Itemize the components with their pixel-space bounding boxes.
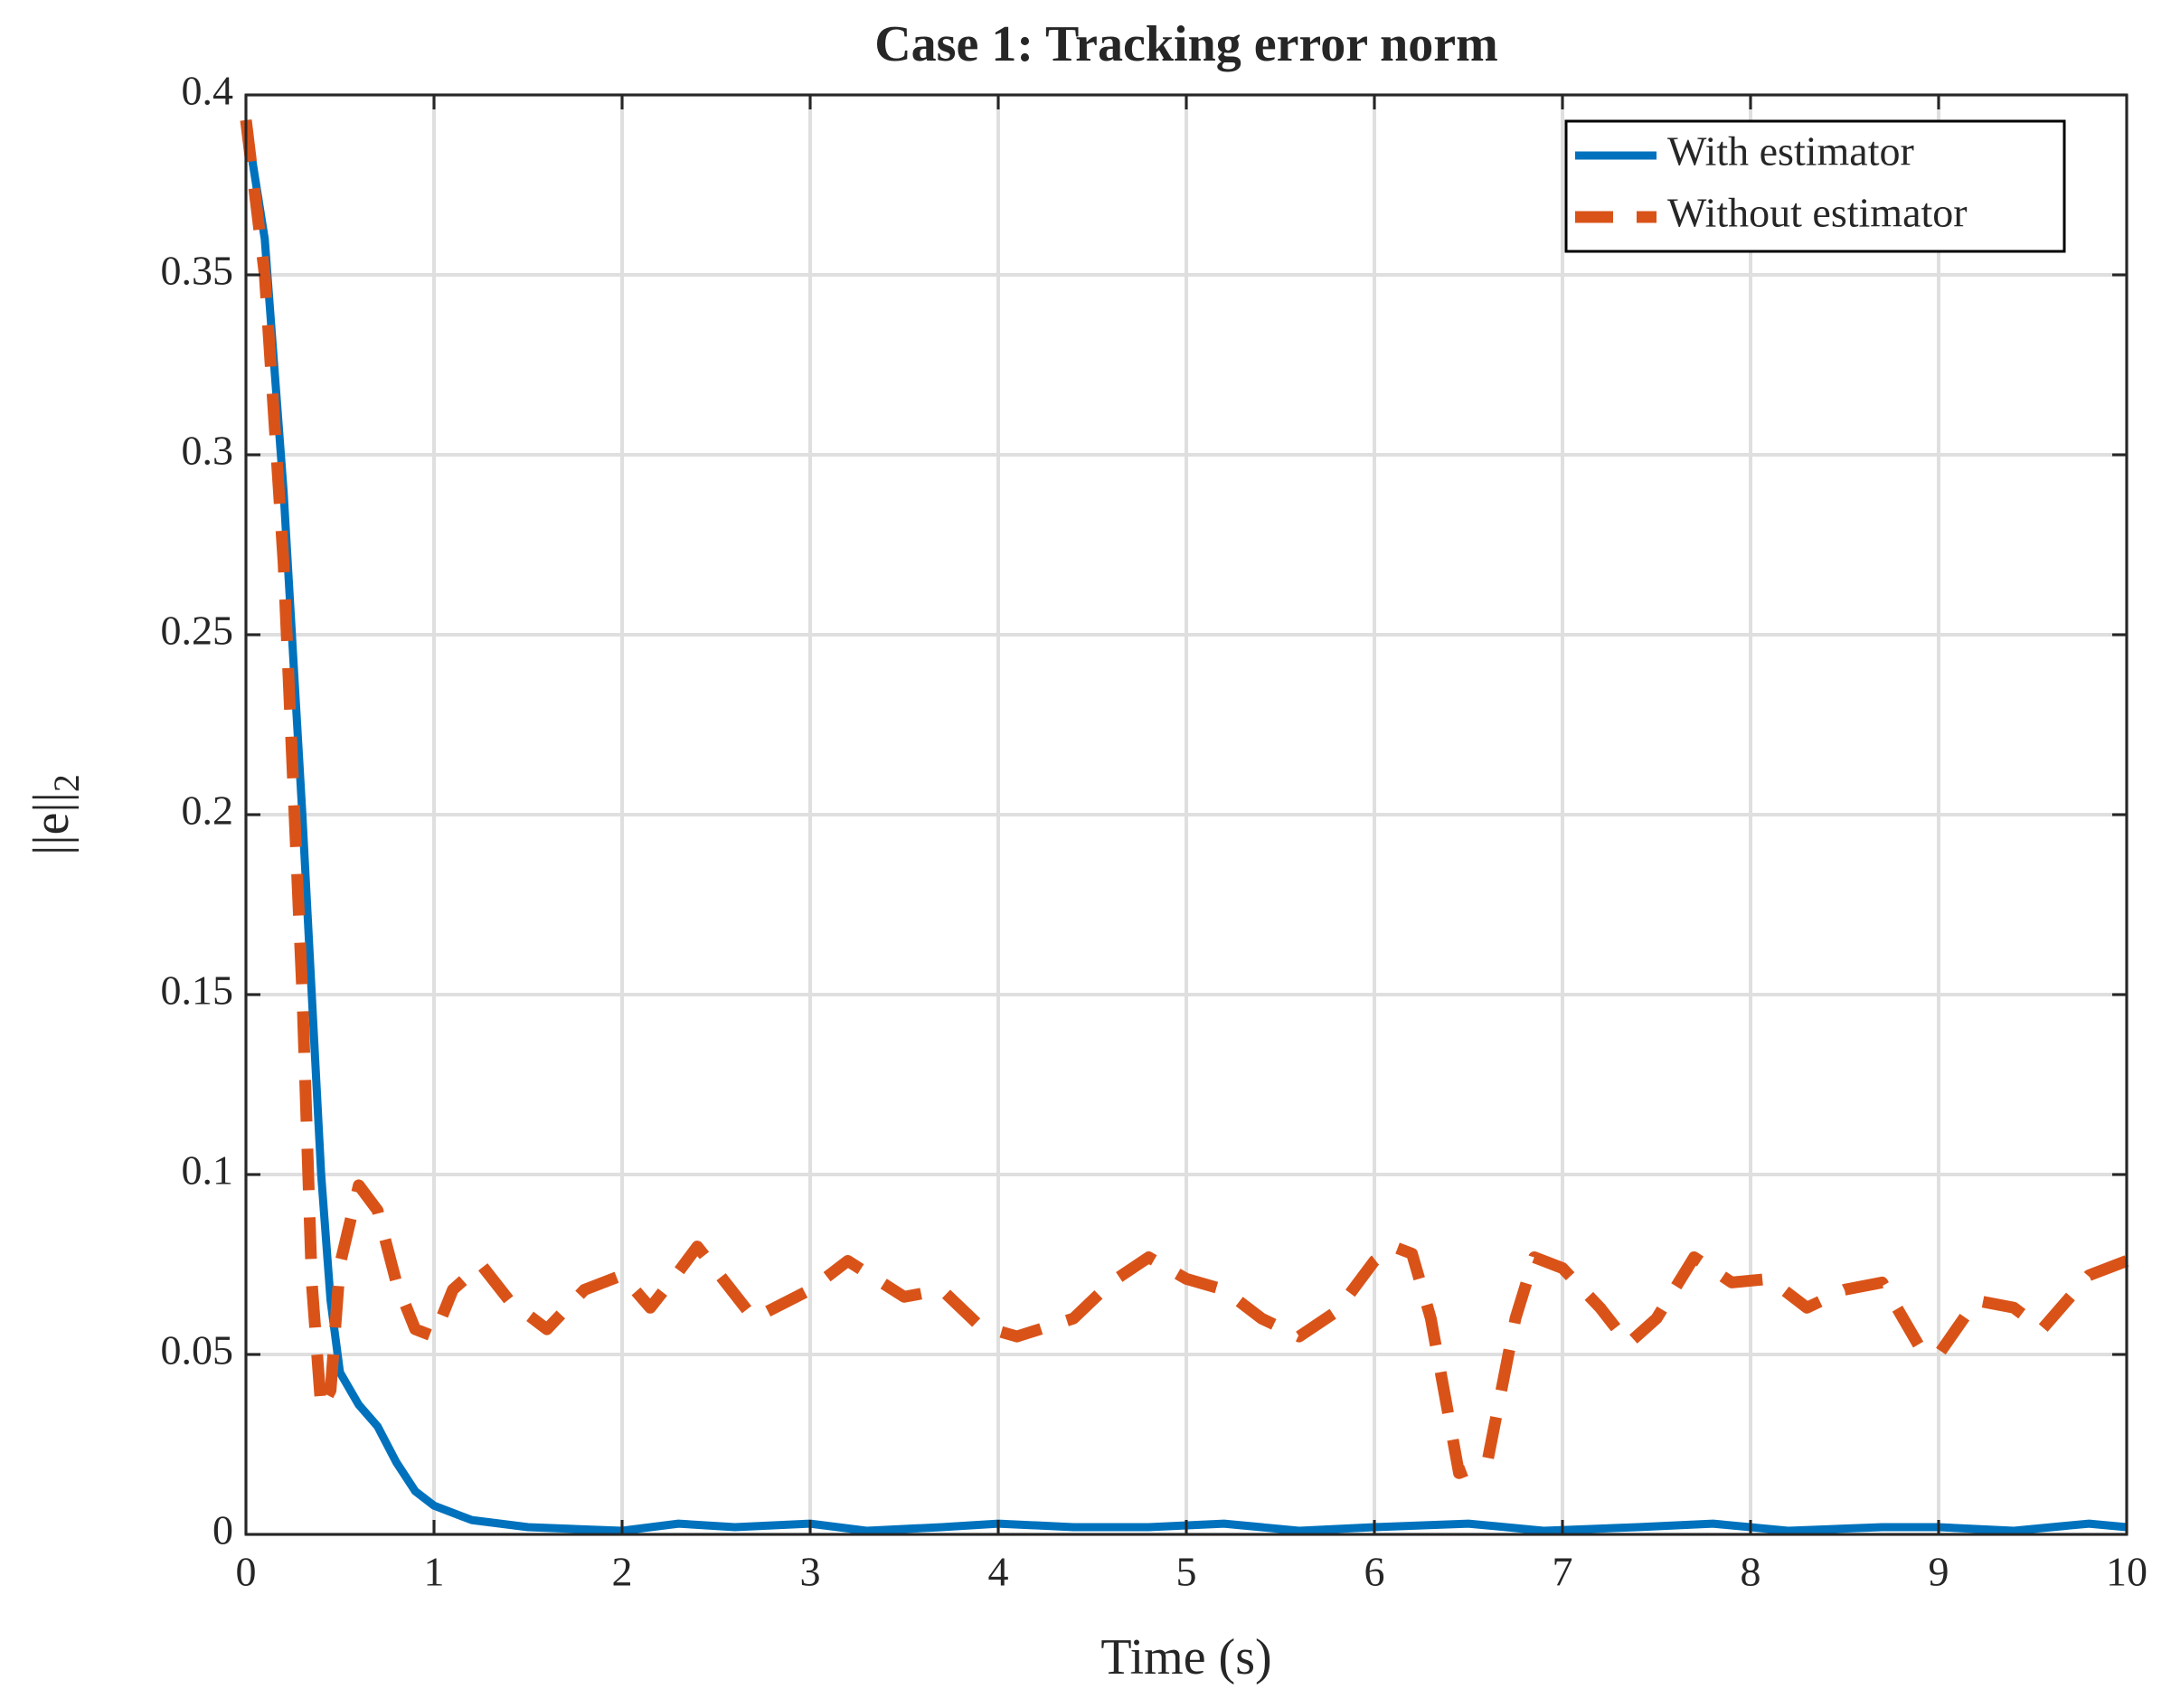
legend: With estimator Without estimator — [1564, 119, 2066, 253]
x-tick-label: 1 — [424, 1549, 445, 1595]
legend-label: With estimator — [1667, 128, 1914, 175]
x-tick-label: 9 — [1929, 1549, 1949, 1595]
x-tick-label: 4 — [988, 1549, 1009, 1595]
x-tick-label: 0 — [236, 1549, 257, 1595]
y-axis-label-subscript: 2 — [46, 774, 87, 792]
y-tick-label: 0.1 — [182, 1147, 234, 1194]
x-tick-label: 2 — [612, 1549, 633, 1595]
legend-label: Without estimator — [1667, 190, 1968, 236]
y-tick-label: 0.35 — [161, 248, 234, 294]
series-line — [240, 119, 2129, 1479]
y-tick-label: 0 — [212, 1507, 233, 1553]
y-tick-label: 0.3 — [182, 428, 234, 474]
legend-box — [1564, 119, 2066, 253]
x-tick-label: 6 — [1364, 1549, 1385, 1595]
y-axis-label-main: ||e|| — [24, 792, 80, 855]
x-tick-label: 5 — [1176, 1549, 1197, 1595]
y-axis-label: ||e||2 — [24, 774, 87, 855]
y-tick-label: 0.4 — [182, 68, 234, 114]
axes-box — [244, 93, 2129, 1536]
y-tick-label: 0.05 — [161, 1327, 234, 1373]
x-tick-label: 8 — [1741, 1549, 1761, 1595]
x-tick-label: 10 — [2106, 1549, 2147, 1595]
y-tick-label: 0.25 — [161, 608, 234, 654]
x-tick-label: 3 — [800, 1549, 821, 1595]
y-tick-label: 0.15 — [161, 967, 234, 1014]
y-tick-label: 0.2 — [182, 788, 234, 834]
chart-title: Case 1: Tracking error norm — [874, 16, 1498, 72]
x-tick-label: 7 — [1553, 1549, 1573, 1595]
x-axis-label: Time (s) — [1100, 1629, 1271, 1685]
